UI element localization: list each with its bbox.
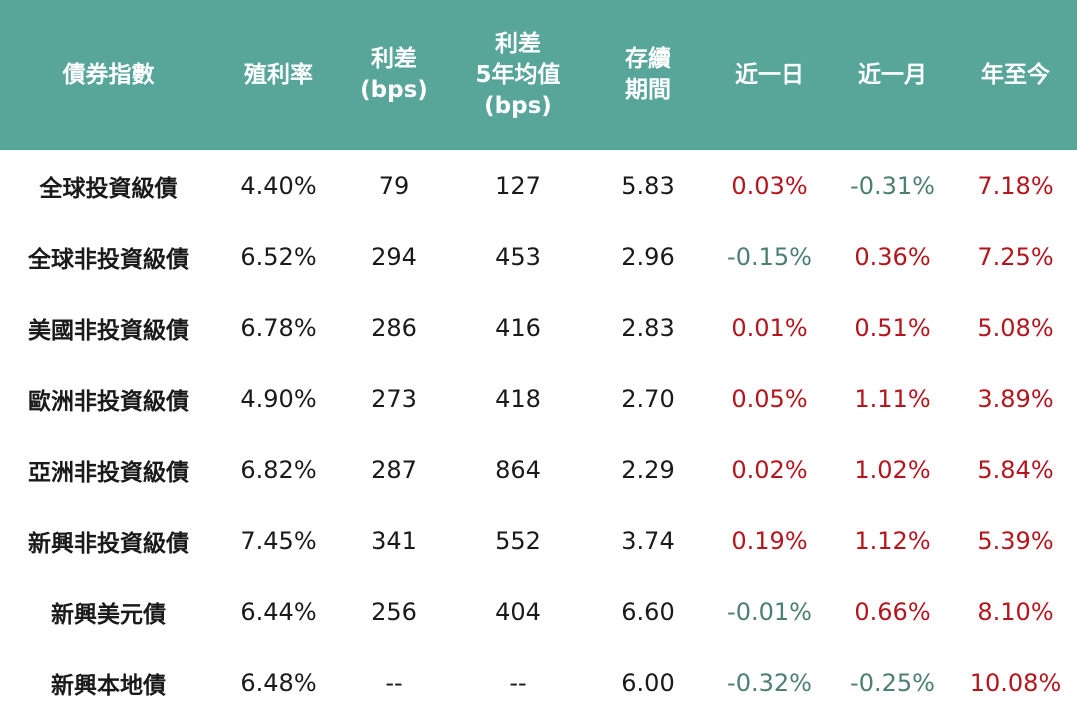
change-ytd-cell: 5.39% xyxy=(977,526,1054,555)
header-bond-index: 債券指數 xyxy=(62,61,155,88)
duration-cell: 6.60 xyxy=(621,597,675,626)
spread-cell: 286 xyxy=(371,313,417,342)
spread-5y-cell: 404 xyxy=(495,597,541,626)
table-header: 債券指數 殖利率 利差 (bps) 利差 5年均值 (bps) 存續 期間 近一日 近一… xyxy=(0,0,1077,150)
bond-name-cell: 新興非投資級債 xyxy=(28,530,189,557)
duration-cell: 2.70 xyxy=(621,384,675,413)
header-duration: 存續 期間 xyxy=(625,46,671,103)
spread-5y-cell: 418 xyxy=(495,384,541,413)
change-1m-cell: -0.31% xyxy=(850,171,935,200)
yield-cell: 7.45% xyxy=(240,526,317,555)
change-ytd-cell: 7.25% xyxy=(977,242,1054,271)
spread-cell: 273 xyxy=(371,384,417,413)
change-1d-cell: 0.03% xyxy=(731,171,808,200)
bond-name-cell: 美國非投資級債 xyxy=(28,317,189,344)
spread-5y-cell: -- xyxy=(509,668,527,697)
spread-cell: 256 xyxy=(371,597,417,626)
change-1m-cell: 1.11% xyxy=(854,384,931,413)
yield-cell: 6.48% xyxy=(240,668,317,697)
change-ytd-cell: 8.10% xyxy=(977,597,1054,626)
duration-cell: 3.74 xyxy=(621,526,675,555)
table-row: 歐洲非投資級債 4.90% 273 418 2.70 0.05% 1.11% 3.89% xyxy=(0,363,1077,434)
bond-name-cell: 新興美元債 xyxy=(51,601,166,628)
spread-5y-cell: 416 xyxy=(495,313,541,342)
table-row: 新興美元債 6.44% 256 404 6.60 -0.01% 0.66% 8.10% xyxy=(0,576,1077,647)
duration-cell: 2.83 xyxy=(621,313,675,342)
yield-cell: 6.82% xyxy=(240,455,317,484)
table-row: 新興非投資級債 7.45% 341 552 3.74 0.19% 1.12% 5.39% xyxy=(0,505,1077,576)
table-body: 全球投資級債 4.40% 79 127 5.83 0.03% -0.31% 7.18% 全球非投… xyxy=(0,150,1077,718)
header-row: 債券指數 殖利率 利差 (bps) 利差 5年均值 (bps) 存續 期間 近一日 近一… xyxy=(0,0,1077,150)
table-row: 全球投資級債 4.40% 79 127 5.83 0.03% -0.31% 7.18% xyxy=(0,150,1077,221)
change-1m-cell: -0.25% xyxy=(850,668,935,697)
bond-name-cell: 歐洲非投資級債 xyxy=(28,388,189,415)
change-1d-cell: -0.01% xyxy=(727,597,812,626)
change-ytd-cell: 5.08% xyxy=(977,313,1054,342)
header-spread: 利差 (bps) xyxy=(360,46,428,103)
change-1m-cell: 0.66% xyxy=(854,597,931,626)
bond-name-cell: 全球投資級債 xyxy=(39,175,178,202)
header-ytd: 年至今 xyxy=(981,61,1050,88)
change-ytd-cell: 3.89% xyxy=(977,384,1054,413)
table-row: 美國非投資級債 6.78% 286 416 2.83 0.01% 0.51% 5.08% xyxy=(0,292,1077,363)
table-row: 全球非投資級債 6.52% 294 453 2.96 -0.15% 0.36% 7.25% xyxy=(0,221,1077,292)
change-ytd-cell: 5.84% xyxy=(977,455,1054,484)
change-1m-cell: 0.36% xyxy=(854,242,931,271)
yield-cell: 6.44% xyxy=(240,597,317,626)
change-1d-cell: 0.05% xyxy=(731,384,808,413)
spread-5y-cell: 864 xyxy=(495,455,541,484)
spread-cell: 341 xyxy=(371,526,417,555)
spread-5y-cell: 453 xyxy=(495,242,541,271)
change-1m-cell: 1.02% xyxy=(854,455,931,484)
duration-cell: 6.00 xyxy=(621,668,675,697)
table-row: 亞洲非投資級債 6.82% 287 864 2.29 0.02% 1.02% 5.84% xyxy=(0,434,1077,505)
change-1m-cell: 0.51% xyxy=(854,313,931,342)
change-ytd-cell: 10.08% xyxy=(969,668,1062,697)
change-1d-cell: 0.19% xyxy=(731,526,808,555)
yield-cell: 4.40% xyxy=(240,171,317,200)
spread-cell: -- xyxy=(385,668,403,697)
change-ytd-cell: 7.18% xyxy=(977,171,1054,200)
duration-cell: 5.83 xyxy=(621,171,675,200)
spread-cell: 294 xyxy=(371,242,417,271)
change-1d-cell: 0.02% xyxy=(731,455,808,484)
change-1m-cell: 1.12% xyxy=(854,526,931,555)
header-1m: 近一月 xyxy=(858,61,927,88)
bond-name-cell: 新興本地債 xyxy=(51,672,166,699)
bond-name-cell: 亞洲非投資級債 xyxy=(28,459,189,486)
change-1d-cell: 0.01% xyxy=(731,313,808,342)
change-1d-cell: -0.32% xyxy=(727,668,812,697)
table-row: 新興本地債 6.48% -- -- 6.00 -0.32% -0.25% 10.08% xyxy=(0,647,1077,718)
spread-5y-cell: 127 xyxy=(495,171,541,200)
header-spread-5y-avg: 利差 5年均值 (bps) xyxy=(475,30,561,119)
yield-cell: 6.52% xyxy=(240,242,317,271)
change-1d-cell: -0.15% xyxy=(727,242,812,271)
header-1d: 近一日 xyxy=(735,61,804,88)
duration-cell: 2.29 xyxy=(621,455,675,484)
bond-name-cell: 全球非投資級債 xyxy=(28,246,189,273)
duration-cell: 2.96 xyxy=(621,242,675,271)
yield-cell: 6.78% xyxy=(240,313,317,342)
spread-5y-cell: 552 xyxy=(495,526,541,555)
header-yield: 殖利率 xyxy=(244,61,313,88)
spread-cell: 79 xyxy=(378,171,410,200)
spread-cell: 287 xyxy=(371,455,417,484)
yield-cell: 4.90% xyxy=(240,384,317,413)
